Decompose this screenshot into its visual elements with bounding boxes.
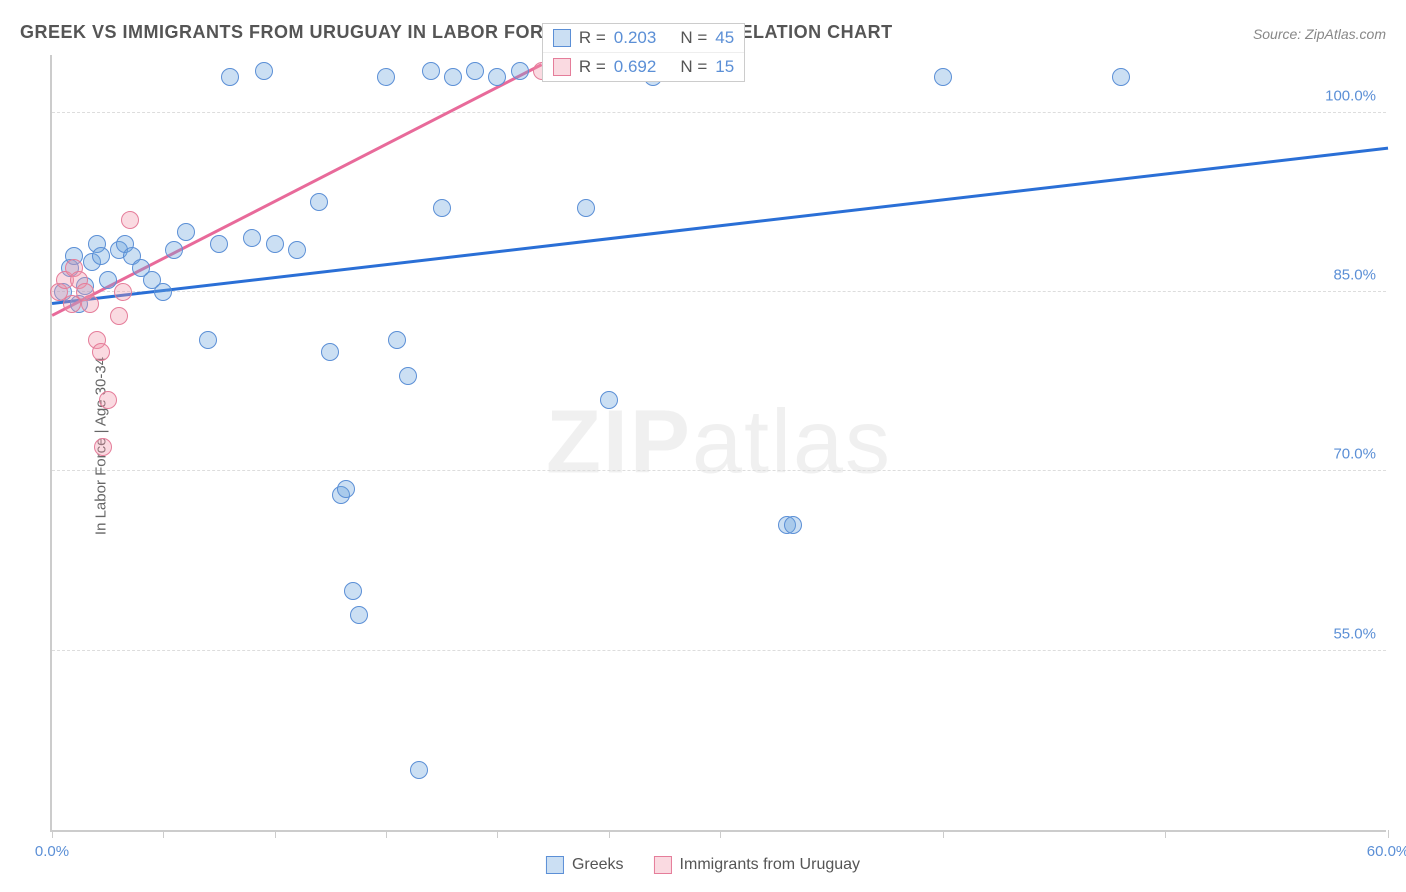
- data-point: [94, 438, 112, 456]
- stats-r-label: R =: [579, 28, 606, 48]
- data-point: [165, 241, 183, 259]
- x-tick: [1165, 830, 1166, 838]
- x-tick: [720, 830, 721, 838]
- stats-row: R = 0.692 N = 15: [543, 52, 744, 81]
- watermark-atlas: atlas: [692, 392, 892, 492]
- stats-r-value: 0.692: [614, 57, 657, 77]
- square-icon: [553, 58, 571, 76]
- data-point: [199, 331, 217, 349]
- gridline: [52, 112, 1386, 113]
- x-tick: [52, 830, 53, 838]
- chart-title: GREEK VS IMMIGRANTS FROM URUGUAY IN LABO…: [20, 22, 893, 43]
- data-point: [92, 247, 110, 265]
- data-point: [377, 68, 395, 86]
- watermark: ZIPatlas: [546, 391, 892, 494]
- data-point: [337, 480, 355, 498]
- gridline: [52, 650, 1386, 651]
- data-point: [110, 307, 128, 325]
- data-point: [433, 199, 451, 217]
- legend: Greeks Immigrants from Uruguay: [546, 856, 860, 874]
- data-point: [310, 193, 328, 211]
- legend-item-uruguay: Immigrants from Uruguay: [654, 856, 861, 874]
- data-point: [511, 62, 529, 80]
- data-point: [154, 283, 172, 301]
- data-point: [177, 223, 195, 241]
- x-tick-label: 0.0%: [35, 843, 69, 860]
- stats-n-value: 15: [715, 57, 734, 77]
- data-point: [410, 761, 428, 779]
- x-tick: [609, 830, 610, 838]
- legend-label: Immigrants from Uruguay: [680, 856, 861, 874]
- x-tick: [163, 830, 164, 838]
- data-point: [422, 62, 440, 80]
- data-point: [114, 283, 132, 301]
- data-point: [221, 68, 239, 86]
- y-tick-label: 85.0%: [1333, 267, 1376, 284]
- data-point: [388, 331, 406, 349]
- data-point: [600, 391, 618, 409]
- stats-r-label: R =: [579, 57, 606, 77]
- source-label: Source: ZipAtlas.com: [1253, 26, 1386, 42]
- data-point: [81, 295, 99, 313]
- x-tick: [943, 830, 944, 838]
- x-tick-label: 60.0%: [1367, 843, 1406, 860]
- x-tick: [386, 830, 387, 838]
- stats-n-label: N =: [680, 57, 707, 77]
- data-point: [934, 68, 952, 86]
- square-icon: [553, 29, 571, 47]
- gridline: [52, 470, 1386, 471]
- stats-n-value: 45: [715, 28, 734, 48]
- x-tick: [1388, 830, 1389, 838]
- gridline: [52, 291, 1386, 292]
- legend-item-greeks: Greeks: [546, 856, 624, 874]
- data-point: [784, 516, 802, 534]
- data-point: [92, 343, 110, 361]
- square-icon: [546, 856, 564, 874]
- y-tick-label: 100.0%: [1325, 87, 1376, 104]
- watermark-zip: ZIP: [546, 392, 692, 492]
- data-point: [321, 343, 339, 361]
- trend-line: [52, 146, 1388, 304]
- data-point: [99, 271, 117, 289]
- y-tick-label: 55.0%: [1333, 625, 1376, 642]
- data-point: [255, 62, 273, 80]
- scatter-chart: ZIPatlas 55.0%70.0%85.0%100.0%0.0%60.0%R…: [50, 55, 1386, 832]
- data-point: [121, 211, 139, 229]
- data-point: [577, 199, 595, 217]
- data-point: [99, 391, 117, 409]
- data-point: [399, 367, 417, 385]
- data-point: [243, 229, 261, 247]
- data-point: [288, 241, 306, 259]
- data-point: [210, 235, 228, 253]
- data-point: [1112, 68, 1130, 86]
- stats-row: R = 0.203 N = 45: [543, 24, 744, 52]
- stats-n-label: N =: [680, 28, 707, 48]
- legend-label: Greeks: [572, 856, 624, 874]
- y-tick-label: 70.0%: [1333, 446, 1376, 463]
- data-point: [350, 606, 368, 624]
- data-point: [488, 68, 506, 86]
- x-tick: [497, 830, 498, 838]
- data-point: [344, 582, 362, 600]
- stats-r-value: 0.203: [614, 28, 657, 48]
- square-icon: [654, 856, 672, 874]
- data-point: [466, 62, 484, 80]
- data-point: [266, 235, 284, 253]
- data-point: [444, 68, 462, 86]
- trend-line: [51, 63, 542, 316]
- x-tick: [275, 830, 276, 838]
- stats-box: R = 0.203 N = 45 R = 0.692 N = 15: [542, 23, 745, 82]
